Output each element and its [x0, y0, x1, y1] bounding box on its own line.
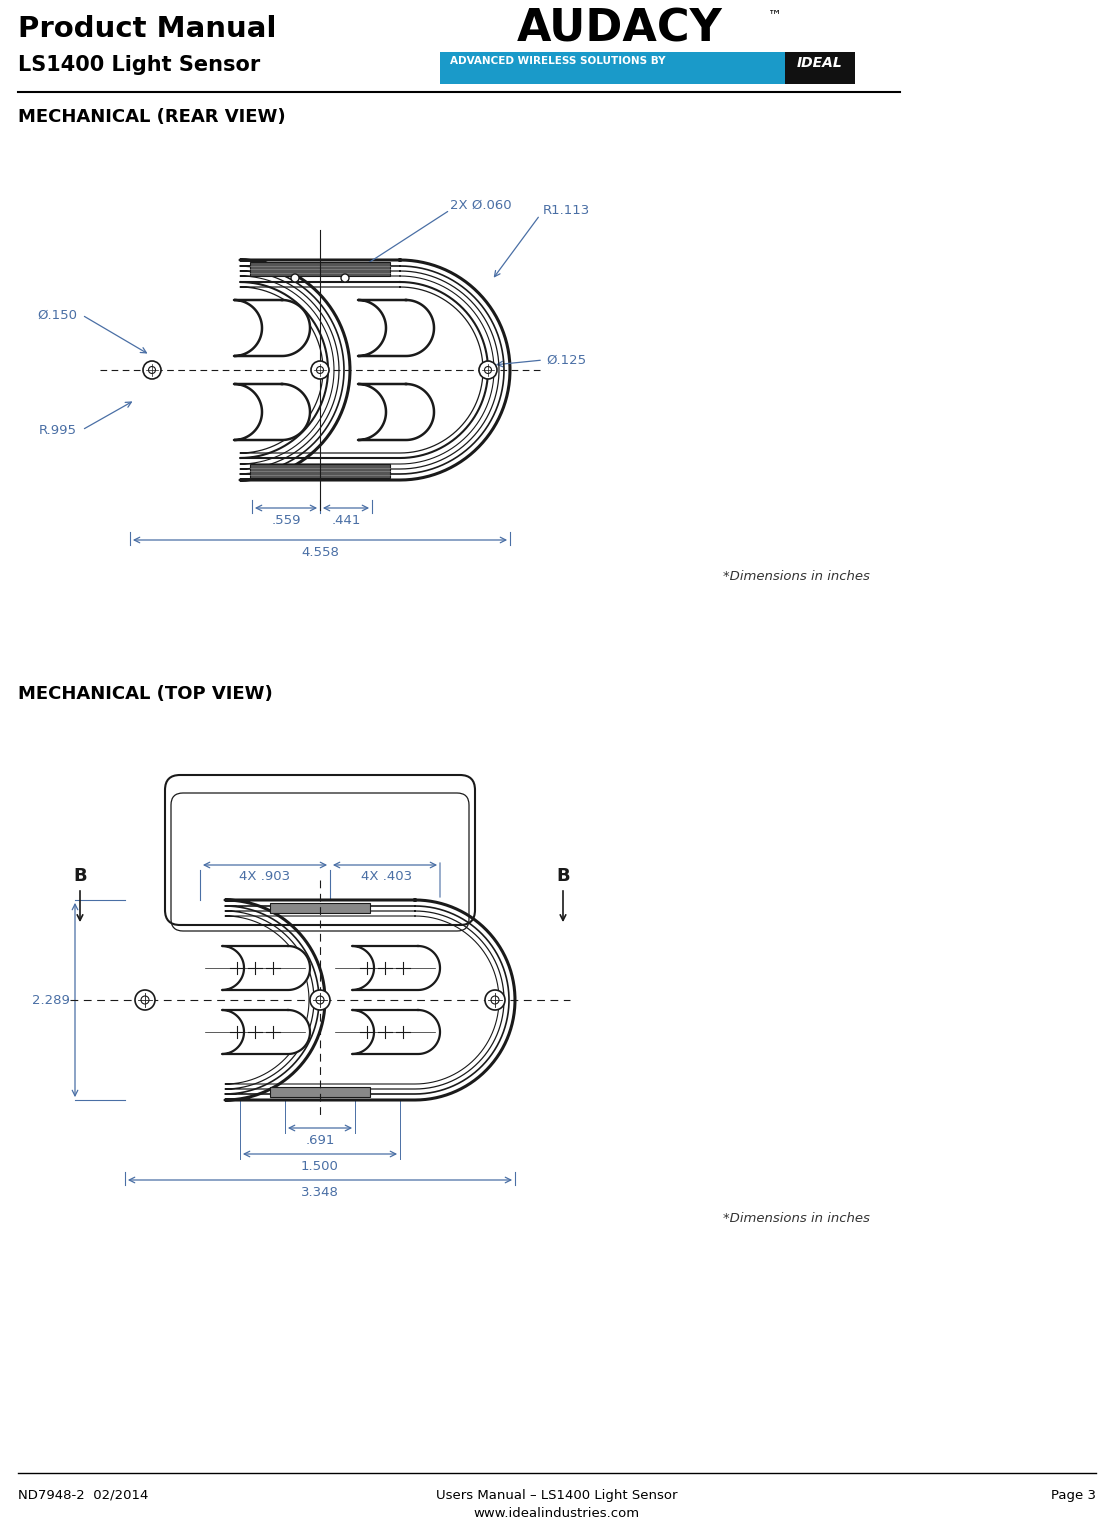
Text: 4X .403: 4X .403 — [361, 871, 412, 883]
Text: ADVANCED WIRELESS SOLUTIONS BY: ADVANCED WIRELESS SOLUTIONS BY — [450, 57, 665, 66]
Polygon shape — [358, 300, 434, 357]
Text: R.995: R.995 — [39, 424, 77, 436]
Circle shape — [310, 991, 330, 1010]
Circle shape — [143, 361, 162, 380]
Text: 3.348: 3.348 — [301, 1185, 339, 1199]
Polygon shape — [240, 260, 510, 481]
Bar — [250, 464, 390, 478]
Text: 1.500: 1.500 — [301, 1159, 339, 1173]
Text: B: B — [74, 867, 87, 885]
Text: .441: .441 — [331, 513, 361, 527]
Bar — [440, 52, 790, 84]
Bar — [270, 903, 370, 912]
Polygon shape — [234, 300, 310, 357]
Text: *Dimensions in inches: *Dimensions in inches — [723, 570, 870, 583]
Text: B: B — [556, 867, 570, 885]
Text: IDEAL: IDEAL — [798, 57, 843, 70]
Text: 4.558: 4.558 — [301, 545, 339, 559]
Text: R1.113: R1.113 — [543, 204, 590, 216]
Text: .559: .559 — [271, 513, 301, 527]
Text: www.idealindustries.com: www.idealindustries.com — [473, 1507, 641, 1520]
Circle shape — [291, 274, 299, 282]
Circle shape — [479, 361, 497, 380]
Text: Users Manual – LS1400 Light Sensor: Users Manual – LS1400 Light Sensor — [437, 1490, 677, 1502]
Text: Page 3: Page 3 — [1051, 1490, 1096, 1502]
Polygon shape — [234, 384, 310, 439]
Text: LS1400 Light Sensor: LS1400 Light Sensor — [18, 55, 261, 75]
Circle shape — [341, 274, 349, 282]
Text: MECHANICAL (TOP VIEW): MECHANICAL (TOP VIEW) — [18, 684, 273, 703]
Text: AUDACY: AUDACY — [517, 8, 723, 51]
Text: ND7948-2  02/2014: ND7948-2 02/2014 — [18, 1490, 148, 1502]
Polygon shape — [225, 900, 515, 1099]
Text: 4X .903: 4X .903 — [240, 871, 291, 883]
Polygon shape — [352, 946, 440, 991]
Circle shape — [135, 991, 155, 1010]
Text: Product Manual: Product Manual — [18, 15, 276, 43]
Text: .691: .691 — [305, 1133, 334, 1147]
Text: Ø.125: Ø.125 — [546, 354, 586, 366]
Circle shape — [485, 991, 505, 1010]
Polygon shape — [222, 946, 310, 991]
Bar — [785, 52, 856, 84]
Polygon shape — [358, 384, 434, 439]
Text: 2.289: 2.289 — [32, 994, 70, 1006]
Text: MECHANICAL (REAR VIEW): MECHANICAL (REAR VIEW) — [18, 109, 285, 126]
Text: 2X Ø.060: 2X Ø.060 — [450, 199, 511, 211]
Bar — [250, 262, 390, 276]
Bar — [270, 1087, 370, 1098]
Polygon shape — [222, 1010, 310, 1053]
Text: ™: ™ — [768, 8, 782, 21]
Polygon shape — [352, 1010, 440, 1053]
Text: Ø.150: Ø.150 — [37, 309, 77, 322]
Text: *Dimensions in inches: *Dimensions in inches — [723, 1213, 870, 1225]
Circle shape — [311, 361, 329, 380]
